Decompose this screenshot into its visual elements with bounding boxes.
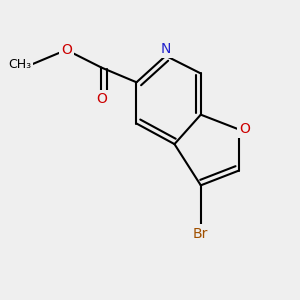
- Text: O: O: [96, 92, 107, 106]
- Text: N: N: [160, 42, 171, 56]
- Text: CH₃: CH₃: [8, 58, 31, 71]
- Text: O: O: [239, 122, 250, 136]
- Text: Br: Br: [193, 226, 208, 241]
- Text: O: O: [61, 43, 72, 57]
